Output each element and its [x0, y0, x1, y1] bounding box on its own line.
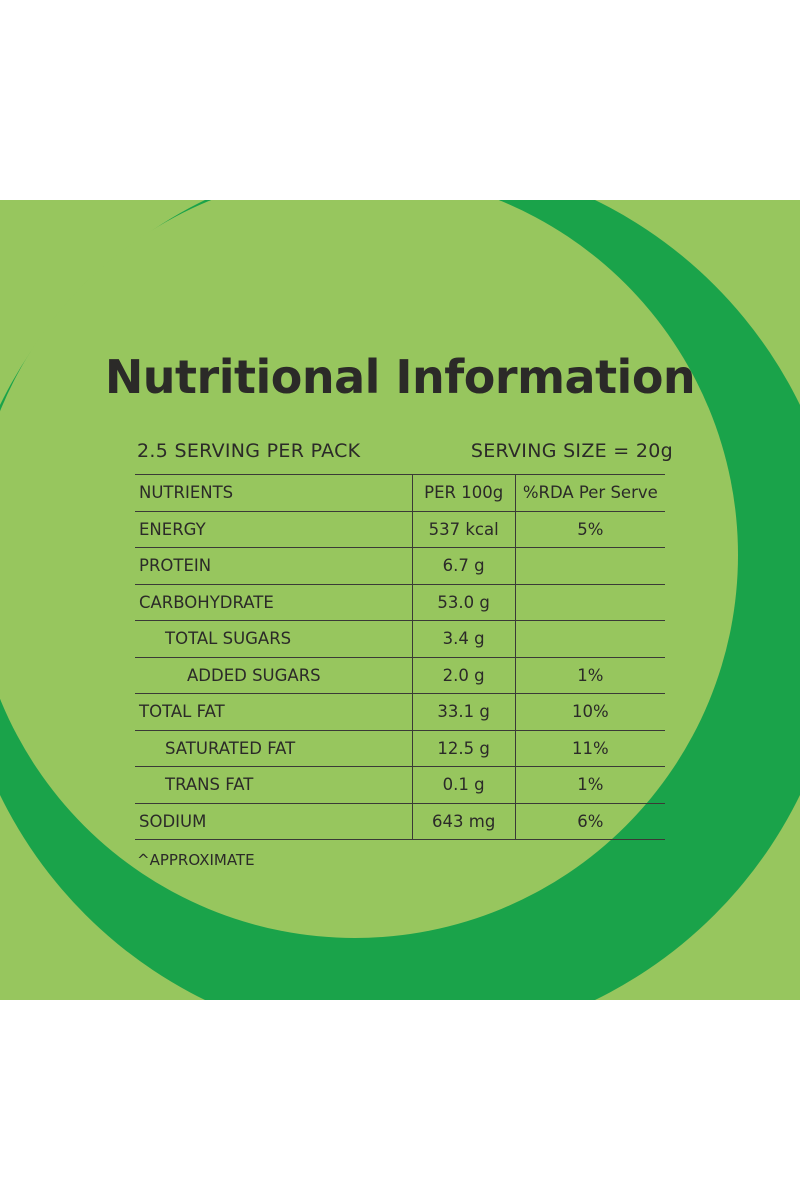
nutrient-name: ENERGY — [135, 511, 413, 548]
serving-size: SERVING SIZE = 20g — [470, 440, 673, 462]
nutrient-per-100g: 537 kcal — [411, 511, 516, 548]
nutrition-panel: Nutritional Information 2.5 SERVING PER … — [0, 200, 800, 1000]
nutrient-rda — [514, 620, 665, 658]
nutrition-table: NUTRIENTS PER 100g %RDA Per Serve ENERGY… — [135, 474, 665, 840]
nutrient-name: TOTAL FAT — [135, 693, 413, 731]
nutrient-name: TOTAL SUGARS — [135, 620, 413, 658]
nutrient-rda — [514, 547, 665, 585]
nutrient-rda: 10% — [514, 693, 665, 731]
serving-info: 2.5 SERVING PER PACK SERVING SIZE = 20g — [137, 440, 673, 462]
nutrient-per-100g: 0.1 g — [411, 766, 516, 804]
nutrient-name: PROTEIN — [135, 547, 413, 585]
header-rda: %RDA Per Serve — [514, 474, 665, 512]
nutrient-per-100g: 53.0 g — [411, 584, 516, 621]
nutrient-rda: 11% — [514, 730, 665, 767]
nutrient-per-100g: 12.5 g — [411, 730, 516, 767]
nutrient-name: TRANS FAT — [135, 766, 413, 804]
table-row: CARBOHYDRATE 53.0 g — [135, 584, 665, 621]
header-per-100g: PER 100g — [411, 474, 516, 512]
nutrient-per-100g: 643 mg — [411, 803, 516, 840]
table-row: ENERGY 537 kcal 5% — [135, 511, 665, 548]
serving-per-pack: 2.5 SERVING PER PACK — [137, 440, 361, 462]
footnote: ^APPROXIMATE — [137, 851, 255, 869]
nutrient-rda — [514, 584, 665, 621]
table-row: TOTAL FAT 33.1 g 10% — [135, 693, 665, 731]
nutrient-name: SODIUM — [135, 803, 413, 840]
table-row: TRANS FAT 0.1 g 1% — [135, 766, 665, 804]
nutrient-name: SATURATED FAT — [135, 730, 413, 767]
nutrient-name: CARBOHYDRATE — [135, 584, 413, 621]
nutrient-per-100g: 3.4 g — [411, 620, 516, 658]
table-header-row: NUTRIENTS PER 100g %RDA Per Serve — [135, 474, 665, 512]
nutrient-name: ADDED SUGARS — [135, 657, 413, 694]
nutrient-rda: 5% — [514, 511, 665, 548]
header-nutrients: NUTRIENTS — [135, 474, 413, 512]
table-row: SODIUM 643 mg 6% — [135, 803, 665, 840]
nutrient-per-100g: 2.0 g — [411, 657, 516, 694]
table-row: TOTAL SUGARS 3.4 g — [135, 620, 665, 658]
nutrient-rda: 6% — [514, 803, 665, 840]
table-row: PROTEIN 6.7 g — [135, 547, 665, 585]
table-row: ADDED SUGARS 2.0 g 1% — [135, 657, 665, 694]
page-title: Nutritional Information — [104, 350, 696, 404]
nutrient-per-100g: 6.7 g — [411, 547, 516, 585]
nutrient-per-100g: 33.1 g — [411, 693, 516, 731]
nutrient-rda: 1% — [514, 657, 665, 694]
nutrient-rda: 1% — [514, 766, 665, 804]
table-row: SATURATED FAT 12.5 g 11% — [135, 730, 665, 767]
